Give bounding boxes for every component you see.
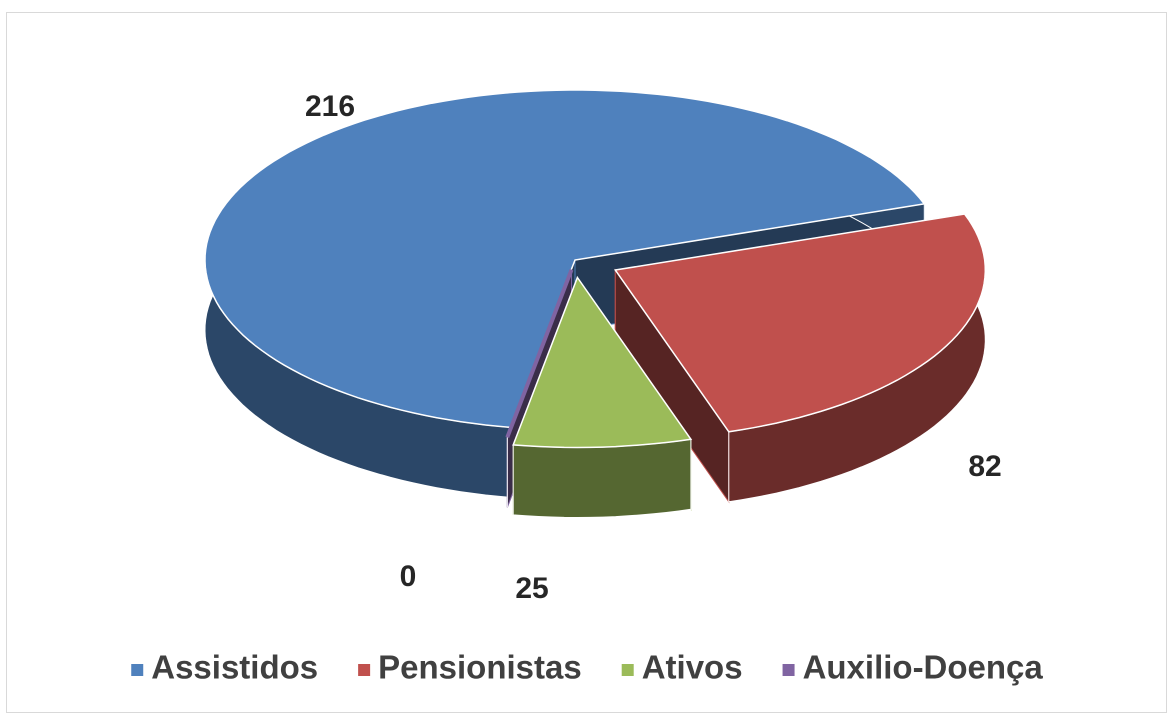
- slice: [204, 89, 926, 429]
- slice: [613, 213, 987, 433]
- legend-label: Ativos: [642, 649, 743, 686]
- data-label: 216: [305, 90, 355, 123]
- legend-swatch: [782, 664, 795, 676]
- data-label: 82: [968, 450, 1001, 483]
- legend-label: Assistidos: [151, 649, 318, 686]
- data-label: 0: [400, 560, 417, 593]
- legend-label: Pensionistas: [378, 649, 582, 686]
- legend-swatch: [621, 664, 634, 676]
- slice-side: [512, 438, 692, 519]
- slice: [505, 269, 574, 439]
- data-label: 25: [515, 572, 548, 605]
- legend-swatch: [131, 664, 144, 676]
- legend-swatch: [358, 664, 371, 676]
- slice: [512, 275, 693, 449]
- legend-label: Auxilio-Doença: [803, 649, 1044, 686]
